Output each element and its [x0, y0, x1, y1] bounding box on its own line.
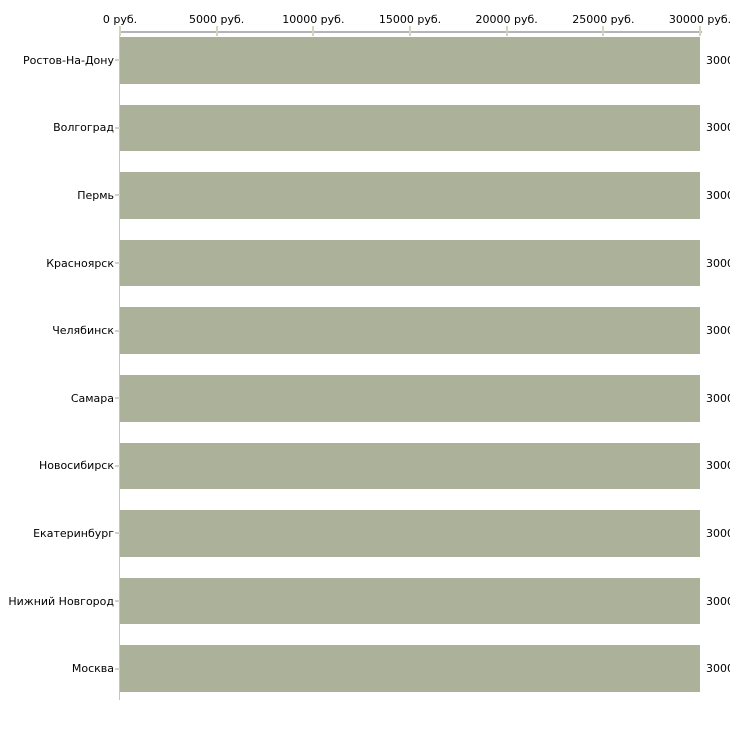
bar	[120, 645, 700, 692]
category-label: Красноярск	[46, 256, 114, 270]
x-axis-tick-mark	[312, 26, 315, 36]
value-label: 30000	[706, 53, 730, 67]
bar	[120, 172, 700, 219]
category-label: Новосибирск	[38, 459, 114, 473]
bar	[120, 510, 700, 557]
x-axis-tick-mark	[409, 26, 411, 36]
y-axis-tick-mark	[115, 397, 120, 400]
value-label: 30000	[706, 188, 730, 202]
bar	[120, 375, 700, 422]
y-axis-tick-mark	[115, 194, 120, 197]
y-axis-tick-mark	[115, 329, 120, 332]
y-axis-tick-mark	[115, 464, 120, 467]
bar	[120, 577, 700, 625]
value-label: 30000	[706, 256, 730, 270]
y-axis-tick-mark	[115, 667, 120, 670]
value-label: 30000	[706, 121, 730, 135]
category-label: Москва	[71, 662, 114, 676]
bar	[120, 104, 700, 152]
bar	[120, 307, 700, 354]
category-label: Нижний Новгород	[8, 594, 114, 608]
x-axis-tick-mark	[699, 26, 701, 36]
x-axis-tick-label: 20000 руб.	[475, 13, 538, 26]
x-axis-tick-label: 30000 руб.	[668, 13, 730, 26]
x-axis-tick-mark	[215, 26, 218, 36]
y-axis-line	[119, 31, 120, 700]
x-axis-tick-label: 25000 руб.	[572, 13, 635, 26]
x-axis-tick-label: 5000 руб.	[189, 13, 245, 26]
y-axis-tick-mark	[115, 59, 120, 62]
value-label: 30000	[706, 526, 730, 540]
x-axis-tick-mark	[602, 26, 605, 36]
y-axis-tick-mark	[115, 600, 120, 603]
bar	[120, 239, 700, 287]
x-axis-tick-label: 15000 руб.	[378, 13, 442, 26]
category-label: Екатеринбург	[33, 526, 114, 540]
value-label: 30000	[706, 459, 730, 473]
category-label: Челябинск	[52, 324, 114, 338]
category-label: Ростов-На-Дону	[22, 53, 114, 67]
value-label: 30000	[706, 324, 730, 338]
bar	[120, 442, 700, 490]
category-label: Пермь	[77, 188, 114, 202]
value-label: 30000	[706, 391, 730, 405]
x-axis-tick-label: 10000 руб.	[282, 13, 345, 26]
category-label: Самара	[70, 391, 114, 405]
y-axis-tick-mark	[115, 532, 120, 535]
x-axis-tick-mark	[119, 26, 121, 36]
x-axis-tick-label: 0 руб.	[102, 13, 138, 26]
category-label: Волгоград	[53, 121, 114, 135]
bar	[120, 37, 700, 84]
y-axis-tick-mark	[115, 126, 120, 129]
value-label: 30000	[706, 662, 730, 676]
value-label: 30000	[706, 594, 730, 608]
y-axis-tick-mark	[115, 262, 120, 265]
x-axis-tick-mark	[505, 26, 508, 36]
